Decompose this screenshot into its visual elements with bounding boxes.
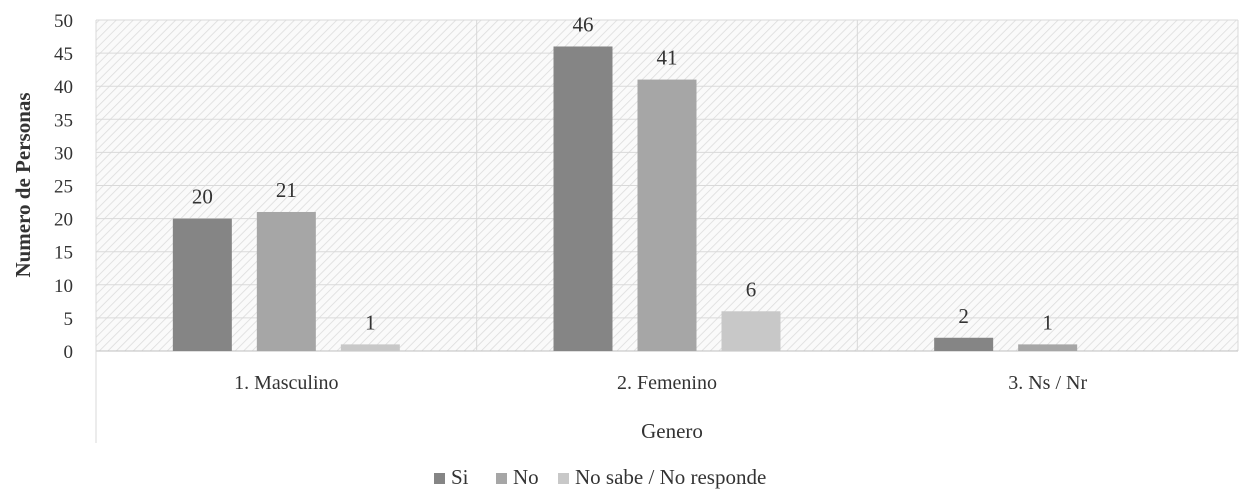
data-label: 41 bbox=[657, 46, 678, 70]
y-tick-label: 25 bbox=[54, 177, 73, 198]
data-label: 1 bbox=[365, 310, 376, 334]
bar-1-1 bbox=[637, 79, 697, 351]
y-tick-label: 20 bbox=[54, 210, 73, 231]
y-tick-label: 45 bbox=[54, 44, 73, 65]
y-axis-title: Numero de Personas bbox=[11, 92, 35, 277]
y-tick-label: 30 bbox=[54, 143, 73, 164]
data-label: 6 bbox=[746, 277, 757, 301]
legend-label: No sabe / No responde bbox=[575, 465, 766, 489]
y-tick-labels: 0 5 10 15 20 25 30 35 40 45 50 bbox=[54, 11, 73, 363]
legend-swatch bbox=[496, 473, 507, 484]
category-label: 3. Ns / Nr bbox=[1008, 372, 1087, 394]
bar-0-2 bbox=[934, 337, 994, 351]
category-labels: 1. Masculino 2. Femenino 3. Ns / Nr bbox=[234, 372, 1087, 394]
y-tick-label: 40 bbox=[54, 77, 73, 98]
legend-label: Si bbox=[451, 465, 469, 489]
y-tick-label: 10 bbox=[54, 276, 73, 297]
legend-swatch bbox=[558, 473, 569, 484]
data-label: 2 bbox=[958, 304, 969, 328]
bar-2-0 bbox=[340, 344, 400, 351]
bars bbox=[172, 46, 1078, 351]
category-label: 2. Femenino bbox=[617, 372, 717, 394]
bar-2-1 bbox=[721, 311, 781, 351]
y-tick-label: 5 bbox=[64, 309, 74, 330]
legend: Si No No sabe / No responde bbox=[434, 465, 766, 489]
legend-label: No bbox=[513, 465, 539, 489]
bar-0-0 bbox=[172, 218, 232, 351]
data-label: 46 bbox=[573, 12, 594, 36]
bar-0-1 bbox=[553, 46, 613, 351]
data-label: 20 bbox=[192, 185, 213, 209]
legend-swatch bbox=[434, 473, 445, 484]
bar-1-2 bbox=[1018, 344, 1078, 351]
data-label: 1 bbox=[1042, 310, 1053, 334]
y-tick-label: 15 bbox=[54, 243, 73, 264]
y-tick-label: 0 bbox=[64, 342, 74, 363]
y-tick-label: 50 bbox=[54, 11, 73, 32]
bar-1-0 bbox=[256, 211, 316, 351]
y-tick-label: 35 bbox=[54, 110, 73, 131]
category-label: 1. Masculino bbox=[234, 372, 338, 394]
data-label: 21 bbox=[276, 178, 297, 202]
x-axis-title: Genero bbox=[641, 419, 703, 443]
